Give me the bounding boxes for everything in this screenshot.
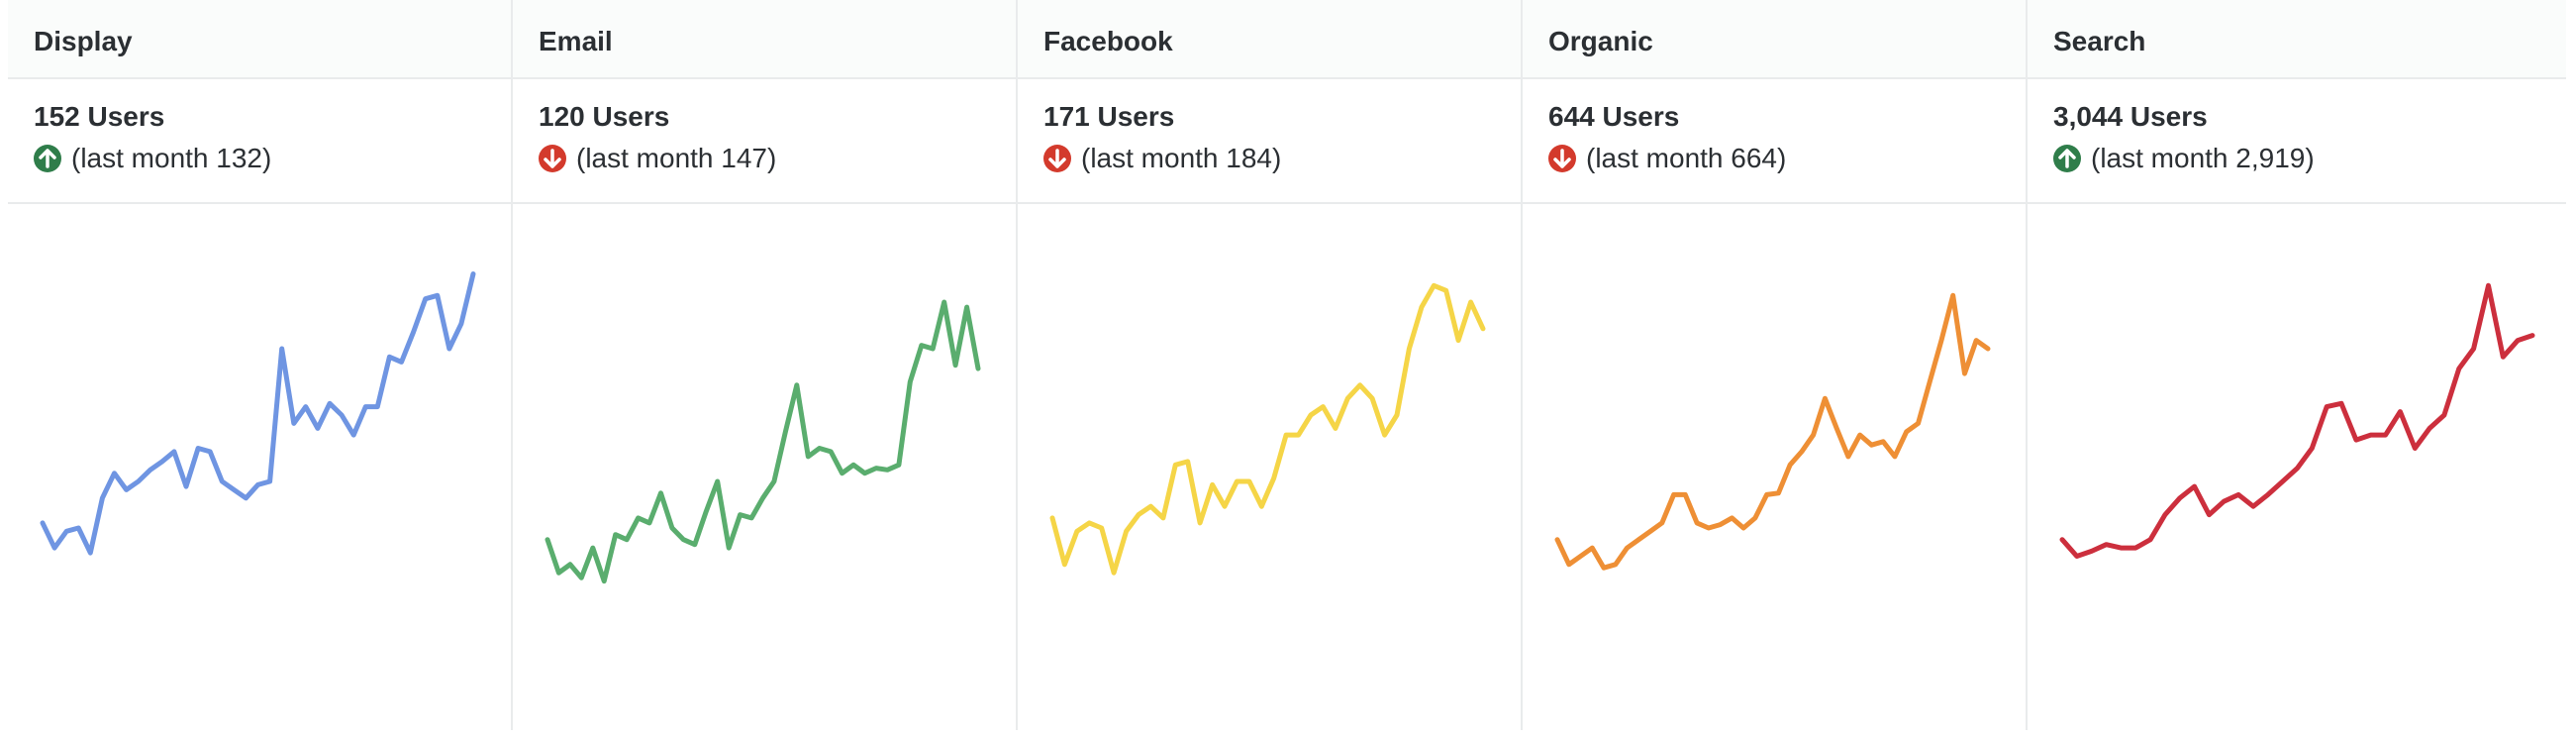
- trend-icon: [1548, 145, 1576, 172]
- sparkline: [545, 299, 981, 584]
- stats: 3,044 Users (last month 2,919): [2028, 79, 2566, 204]
- users-count: 120 Users: [539, 101, 670, 132]
- last-month: (last month 184): [1081, 143, 1282, 173]
- trend-icon: [34, 145, 61, 172]
- trend-icon: [2053, 145, 2081, 172]
- users-count: 644 Users: [1548, 101, 1680, 132]
- metric-column: Display 152 Users (last month 132): [8, 0, 513, 730]
- trend-icon: [539, 145, 566, 172]
- last-month-row: (last month 147): [539, 143, 1016, 174]
- sparkline: [2059, 282, 2535, 559]
- users-count: 171 Users: [1043, 101, 1175, 132]
- metric-column: Facebook 171 Users (last month 184): [1018, 0, 1523, 730]
- last-month-row: (last month 664): [1548, 143, 2026, 174]
- trend-arrow: [2058, 149, 2076, 168]
- last-month: (last month 132): [71, 143, 272, 173]
- sparkline: [40, 271, 476, 556]
- last-month: (last month 147): [576, 143, 777, 173]
- users-count: 3,044 Users: [2053, 101, 2208, 132]
- last-month: (last month 2,919): [2091, 143, 2315, 173]
- sparkline-chart: [40, 271, 476, 556]
- trend-icon: [1043, 145, 1071, 172]
- metric-column: Email 120 Users (last month 147): [513, 0, 1018, 730]
- dashboard: Display 152 Users (last month 132) Email 120…: [8, 0, 2576, 737]
- users-count: 152 Users: [34, 101, 165, 132]
- column-title: Search: [2028, 0, 2566, 79]
- column-title: Email: [513, 0, 1016, 79]
- trend-arrow: [1553, 149, 1571, 168]
- sparkline-chart: [1049, 282, 1486, 576]
- sparkline-chart: [1554, 292, 1991, 571]
- trend-arrow: [1048, 149, 1066, 168]
- column-title: Facebook: [1018, 0, 1521, 79]
- column-title: Display: [8, 0, 511, 79]
- stats: 171 Users (last month 184): [1018, 79, 1521, 204]
- column-title: Organic: [1523, 0, 2026, 79]
- last-month: (last month 664): [1586, 143, 1787, 173]
- sparkline: [1049, 282, 1486, 576]
- trend-arrow: [39, 149, 56, 168]
- last-month-row: (last month 184): [1043, 143, 1521, 174]
- stats: 152 Users (last month 132): [8, 79, 511, 204]
- metric-column: Organic 644 Users (last month 664): [1523, 0, 2028, 730]
- sparkline-chart: [2059, 282, 2535, 559]
- stats: 644 Users (last month 664): [1523, 79, 2026, 204]
- sparkline-chart: [545, 299, 981, 584]
- trend-arrow: [544, 149, 561, 168]
- metric-column: Search 3,044 Users (last month 2,919): [2028, 0, 2566, 730]
- last-month-row: (last month 2,919): [2053, 143, 2566, 174]
- last-month-row: (last month 132): [34, 143, 511, 174]
- stats: 120 Users (last month 147): [513, 79, 1016, 204]
- sparkline: [1554, 292, 1991, 571]
